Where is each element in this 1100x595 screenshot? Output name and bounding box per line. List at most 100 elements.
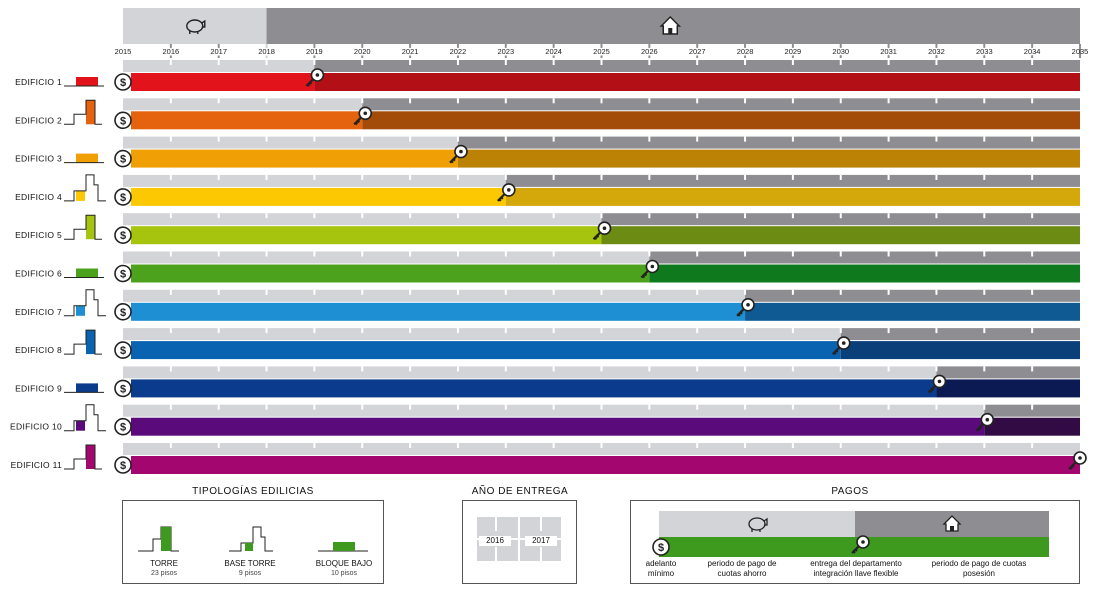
- entrega-box: 2016 2017: [462, 500, 577, 584]
- savings-bar: [131, 187, 506, 206]
- possession-strip: [362, 98, 1080, 111]
- possession-bar: [936, 379, 1080, 398]
- year-label-2022: 2022: [450, 47, 467, 56]
- building-row-9: $ EDIFICIO 9: [15, 366, 1080, 398]
- bloque-bajo-typology-icon: [318, 542, 368, 552]
- possession-strip: [840, 328, 1080, 341]
- year-label-2031: 2031: [880, 47, 897, 56]
- building-label: EDIFICIO 7: [15, 307, 62, 317]
- year-label-2030: 2030: [832, 47, 849, 56]
- year-label-2035: 2035: [1072, 47, 1089, 56]
- dollar-icon: $: [114, 226, 132, 244]
- possession-bar: [649, 264, 1080, 283]
- savings-strip: [123, 289, 746, 302]
- year-label-2027: 2027: [689, 47, 706, 56]
- entrega-year-2: 2017: [525, 536, 557, 546]
- possession-bar: [601, 226, 1080, 245]
- building-typology-icon: [64, 174, 106, 202]
- dollar-icon: $: [114, 417, 132, 436]
- svg-text:$: $: [120, 115, 126, 127]
- savings-strip: [123, 136, 458, 149]
- dollar-icon: $: [114, 341, 132, 359]
- possession-bar: [362, 111, 1080, 130]
- savings-strip: [123, 251, 650, 264]
- building-label: EDIFICIO 5: [15, 230, 62, 240]
- savings-bar: [131, 302, 746, 321]
- possession-bar: [314, 73, 1080, 91]
- building-typology-icon: [64, 404, 106, 432]
- building-row-5: $ EDIFICIO 5: [15, 213, 1080, 245]
- possession-bar: [840, 341, 1080, 360]
- savings-bar: [131, 111, 363, 130]
- pagos-diagram: $: [652, 511, 1049, 557]
- tipologias-box: TORRE 23 pisos BASE TORRE 9 pisos BLOQUE B…: [122, 500, 384, 584]
- svg-text:$: $: [120, 345, 126, 357]
- year-label-2016: 2016: [163, 47, 180, 56]
- year-label-2029: 2029: [785, 47, 802, 56]
- pagos-box: $ adelanto mínimo periodo de pago de cuo…: [630, 500, 1080, 584]
- svg-text:$: $: [120, 269, 126, 281]
- year-label-2024: 2024: [545, 47, 562, 56]
- year-label-2015: 2015: [115, 47, 132, 56]
- year-label-2023: 2023: [497, 47, 514, 56]
- building-typology-icon: [64, 268, 104, 278]
- adelanto-caption: adelanto mínimo: [645, 559, 677, 578]
- possession-strip: [457, 136, 1080, 149]
- dollar-icon: $: [114, 111, 132, 130]
- piggy-bank-icon: [186, 19, 206, 34]
- possession-strip: [649, 251, 1080, 264]
- svg-text:$: $: [120, 154, 126, 166]
- possession-strip: [601, 213, 1080, 226]
- base-torre-caption: BASE TORRE 9 pisos: [224, 559, 276, 577]
- year-label-2032: 2032: [928, 47, 945, 56]
- savings-bar: [131, 456, 1080, 474]
- savings-bar: [131, 341, 841, 360]
- dollar-icon: $: [114, 456, 132, 474]
- entrega-year-1: 2016: [479, 536, 511, 546]
- building-row-4: $ EDIFICIO 4: [15, 174, 1080, 206]
- building-row-3: $ EDIFICIO 3: [15, 136, 1080, 168]
- building-typology-icon: [64, 289, 106, 317]
- home-icon: [659, 15, 682, 35]
- possession-strip: [984, 404, 1080, 417]
- building-typology-icon: [64, 383, 104, 393]
- building-label: EDIFICIO 4: [15, 192, 62, 202]
- building-typology-icon: [64, 153, 104, 164]
- building-row-7: $ EDIFICIO 7: [15, 289, 1080, 321]
- svg-text:$: $: [120, 192, 126, 204]
- year-label-2021: 2021: [402, 47, 419, 56]
- dollar-icon: $: [114, 73, 132, 91]
- entrega-title: AÑO DE ENTREGA: [471, 486, 569, 497]
- year-label-2019: 2019: [306, 47, 323, 56]
- header-band-1: [123, 8, 267, 46]
- ahorro-caption: periodo de pago de cuotas ahorro: [707, 559, 777, 578]
- building-row-1: $ EDIFICIO 1: [15, 60, 1080, 91]
- svg-text:$: $: [658, 542, 664, 554]
- building-label: EDIFICIO 9: [15, 383, 62, 393]
- savings-bar: [131, 264, 650, 283]
- savings-bar: [131, 226, 602, 245]
- building-row-10: $ EDIFICIO 10: [10, 404, 1080, 436]
- building-typology-icon: [64, 99, 102, 125]
- svg-text:$: $: [120, 422, 126, 434]
- building-label: EDIFICIO 11: [11, 460, 62, 470]
- possession-bar: [505, 187, 1080, 206]
- savings-bar: [131, 149, 458, 168]
- torre-typology-icon: [138, 526, 179, 552]
- building-label: EDIFICIO 1: [15, 77, 62, 87]
- year-label-2018: 2018: [258, 47, 275, 56]
- year-label-2026: 2026: [641, 47, 658, 56]
- building-label: EDIFICIO 6: [15, 269, 62, 279]
- svg-text:$: $: [120, 383, 126, 395]
- savings-bar: [131, 73, 315, 91]
- savings-strip: [123, 98, 363, 111]
- building-typology-icon: [64, 77, 104, 87]
- pagos-dollar-icon: $: [652, 538, 670, 556]
- torre-caption: TORRE 23 pisos: [150, 559, 178, 577]
- entrega-caption: entrega del departamento integración lla…: [810, 559, 902, 578]
- dollar-icon: $: [114, 379, 132, 398]
- building-label: EDIFICIO 10: [10, 422, 62, 432]
- year-label-2017: 2017: [210, 47, 227, 56]
- building-label: EDIFICIO 2: [15, 115, 62, 125]
- building-row-6: $ EDIFICIO 6: [15, 251, 1080, 283]
